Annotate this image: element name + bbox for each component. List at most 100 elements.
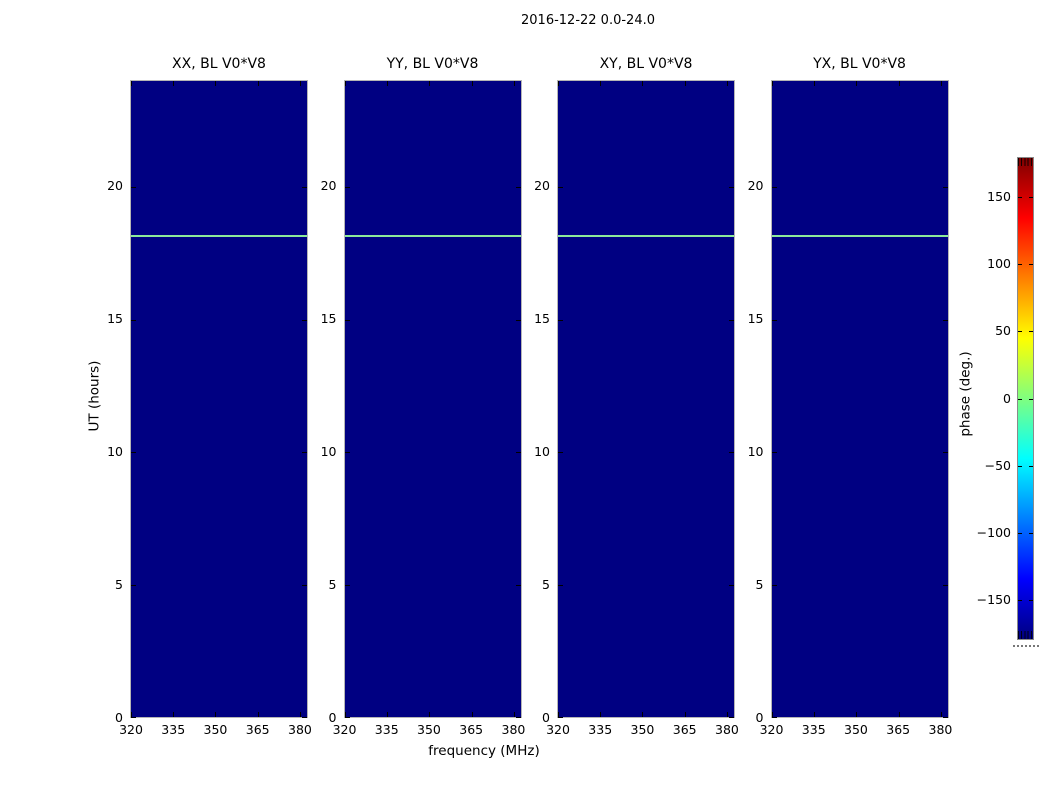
y-tick [558, 452, 563, 453]
x-tick [131, 81, 132, 86]
colorbar-tick-label: −150 [976, 592, 1011, 607]
x-tick-label: 365 [886, 722, 911, 737]
y-tick-label: 15 [320, 311, 337, 326]
y-tick [515, 187, 521, 188]
colorbar-tick-label: 50 [995, 323, 1011, 338]
x-tick-label: 320 [546, 722, 570, 737]
y-tick-label: 10 [320, 444, 337, 459]
y-tick [771, 320, 777, 321]
x-tick [558, 81, 559, 86]
heatmap-panel [557, 80, 735, 718]
y-tick [131, 187, 136, 188]
x-tick [428, 712, 430, 717]
x-tick-label: 320 [759, 722, 784, 737]
colorbar-tick [1029, 399, 1033, 400]
feature-row-line [558, 235, 734, 237]
y-tick [558, 187, 563, 188]
colorbar-tick-label: −100 [976, 525, 1011, 540]
colorbar-tick-label: −50 [984, 458, 1011, 473]
x-tick-label: 350 [844, 722, 868, 737]
y-tick [942, 585, 948, 586]
figure-title: 2016-12-22 0.0-24.0 [521, 13, 655, 28]
x-tick-label: 335 [588, 722, 613, 737]
x-tick [685, 712, 686, 717]
y-tick-label: 20 [747, 178, 764, 193]
x-tick [898, 712, 900, 717]
x-tick-label: 335 [374, 722, 399, 737]
x-tick-label: 350 [203, 722, 228, 737]
colorbar-end-hatch [1018, 158, 1033, 166]
y-tick [515, 452, 521, 453]
y-tick-label: 20 [534, 178, 550, 193]
y-tick [729, 320, 734, 321]
x-tick [898, 81, 900, 86]
y-tick [302, 320, 307, 321]
x-tick [513, 81, 515, 86]
x-tick [258, 81, 259, 86]
y-tick [558, 320, 563, 321]
x-tick-label: 365 [245, 722, 270, 737]
y-tick [771, 187, 777, 188]
x-tick [600, 712, 601, 717]
y-tick [771, 452, 777, 453]
x-tick [428, 81, 430, 86]
y-tick-label: 10 [747, 444, 764, 459]
x-tick [855, 81, 857, 86]
x-tick [513, 712, 515, 717]
y-tick-label: 15 [747, 311, 764, 326]
x-tick [642, 81, 643, 86]
x-tick-label: 320 [119, 722, 143, 737]
x-tick [727, 712, 728, 717]
x-tick-label: 350 [417, 722, 441, 737]
colorbar-tick [1018, 331, 1022, 332]
y-tick-label: 0 [328, 710, 337, 725]
y-tick [942, 187, 948, 188]
y-tick-label: 0 [542, 710, 550, 725]
y-tick [942, 717, 948, 718]
y-tick-label: 0 [755, 710, 764, 725]
colorbar-tick [1029, 466, 1033, 467]
y-tick-label: 5 [328, 577, 337, 592]
x-tick [300, 81, 301, 86]
x-tick [855, 712, 857, 717]
x-tick [685, 81, 686, 86]
colorbar-tick [1029, 331, 1033, 332]
x-tick [771, 81, 773, 86]
x-tick [813, 712, 815, 717]
y-tick [729, 187, 734, 188]
y-tick [131, 320, 136, 321]
x-tick [642, 712, 643, 717]
heatmap-panel [770, 80, 949, 718]
feature-row-line [344, 235, 521, 237]
x-tick-label: 365 [672, 722, 697, 737]
y-tick [515, 717, 521, 718]
heatmap-panel [130, 80, 308, 718]
colorbar-tick [1018, 600, 1022, 601]
x-tick-label: 380 [928, 722, 953, 737]
y-tick-label: 5 [542, 577, 550, 592]
y-tick-label: 20 [320, 178, 337, 193]
y-tick-label: 10 [534, 444, 550, 459]
y-tick [771, 585, 777, 586]
colorbar-tick [1029, 533, 1033, 534]
x-tick [173, 712, 174, 717]
x-tick [173, 81, 174, 86]
x-tick [813, 81, 815, 86]
x-tick [600, 81, 601, 86]
x-tick-label: 335 [161, 722, 186, 737]
x-tick-label: 365 [459, 722, 484, 737]
panel-title: XX, BL V0*V8 [172, 56, 266, 72]
y-tick [302, 187, 307, 188]
y-tick-label: 5 [755, 577, 764, 592]
x-tick-label: 350 [630, 722, 655, 737]
y-tick [771, 717, 777, 718]
colorbar-tick-label: 100 [987, 256, 1011, 271]
panel-title: XY, BL V0*V8 [599, 56, 693, 72]
feature-row-line [131, 235, 307, 237]
y-tick [131, 585, 136, 586]
y-tick-label: 15 [534, 311, 550, 326]
x-tick [771, 712, 773, 717]
colorbar-label: phase (deg.) [957, 351, 974, 437]
x-tick [300, 712, 301, 717]
